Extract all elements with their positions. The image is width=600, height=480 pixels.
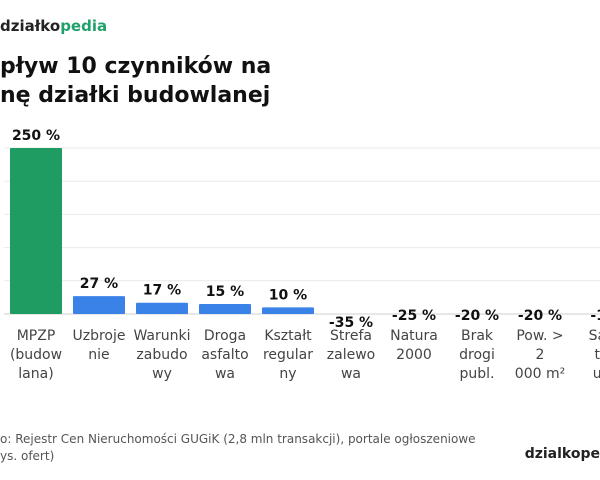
x-tick-label: publ. [460,366,495,382]
bar-value-label: 15 % [206,284,244,300]
x-tick-label: wy [152,366,172,382]
x-tick-label: Kształt [264,328,312,344]
x-tick-label: ny [279,366,296,382]
chart-title-line-1: pływ 10 czynników na [0,54,272,79]
bar-value-label: -20 % [518,308,562,324]
footer-brand-part1: dzialkope [524,446,600,462]
x-tick-label: wa [341,366,361,382]
bar [10,148,62,314]
x-tick-label: Droga [204,328,246,344]
x-tick-label: MPZP [17,328,56,344]
x-tick-label: Brak [461,328,494,344]
x-tick-label: drogi [459,347,495,363]
x-tick-label: 2 [536,347,545,363]
x-tick-label: asfalto [201,347,248,363]
x-tick-label: Pow. > [516,328,563,344]
source-note: o: Rejestr Cen Nieruchomości GUGiK (2,8 … [0,431,480,465]
x-tick-label: 000 m² [515,366,565,382]
x-tick-label: lana) [18,366,53,382]
brand-logo: działkopedia [0,17,107,35]
x-tick-label: Uzbroje [73,328,126,344]
chart-title: pływ 10 czynników na nę działki budowlan… [0,52,460,110]
x-tick-label: Sąsi [589,328,600,344]
bar-value-label: -17 [590,308,600,324]
x-tick-label: nie [88,347,109,363]
x-tick-label: Strefa [330,328,372,344]
bar-value-label: -35 % [329,315,373,331]
source-line-2: ys. ofert) [0,449,55,463]
bar [199,304,251,314]
bar [136,302,188,314]
x-tick-label: zabudo [136,347,187,363]
x-tick-label: tw [595,347,600,363]
bar-chart: 250 % MPZP (budow lana) 27 % Uzbroje nie 17 % Wa… [4,128,600,382]
bar-value-label: 250 % [12,128,60,144]
x-tick-label: (budow [10,347,62,363]
bar-value-label: 10 % [269,287,307,303]
brand-logo-part2: pedia [60,17,108,35]
bar-value-label: 27 % [80,276,118,292]
bar-value-label: -20 % [455,308,499,324]
bar [262,307,314,314]
bar [73,296,125,314]
bar-value-label: -25 % [392,308,436,324]
x-tick-label: 2000 [396,347,432,363]
x-tick-label: uci [593,366,600,382]
bar-value-label: 17 % [143,283,181,299]
source-line-1: o: Rejestr Cen Nieruchomości GUGiK (2,8 … [0,432,476,446]
x-tick-label: Natura [390,328,438,344]
footer-brand-logo: dzialkope [525,446,600,462]
brand-logo-part1: działko [0,17,61,35]
x-tick-label: wa [215,366,235,382]
x-tick-label: regular [263,347,313,363]
x-tick-label: Warunki [133,328,190,344]
chart-title-line-2: nę działki budowlanej [0,83,271,108]
x-tick-label: zalewo [327,347,375,363]
